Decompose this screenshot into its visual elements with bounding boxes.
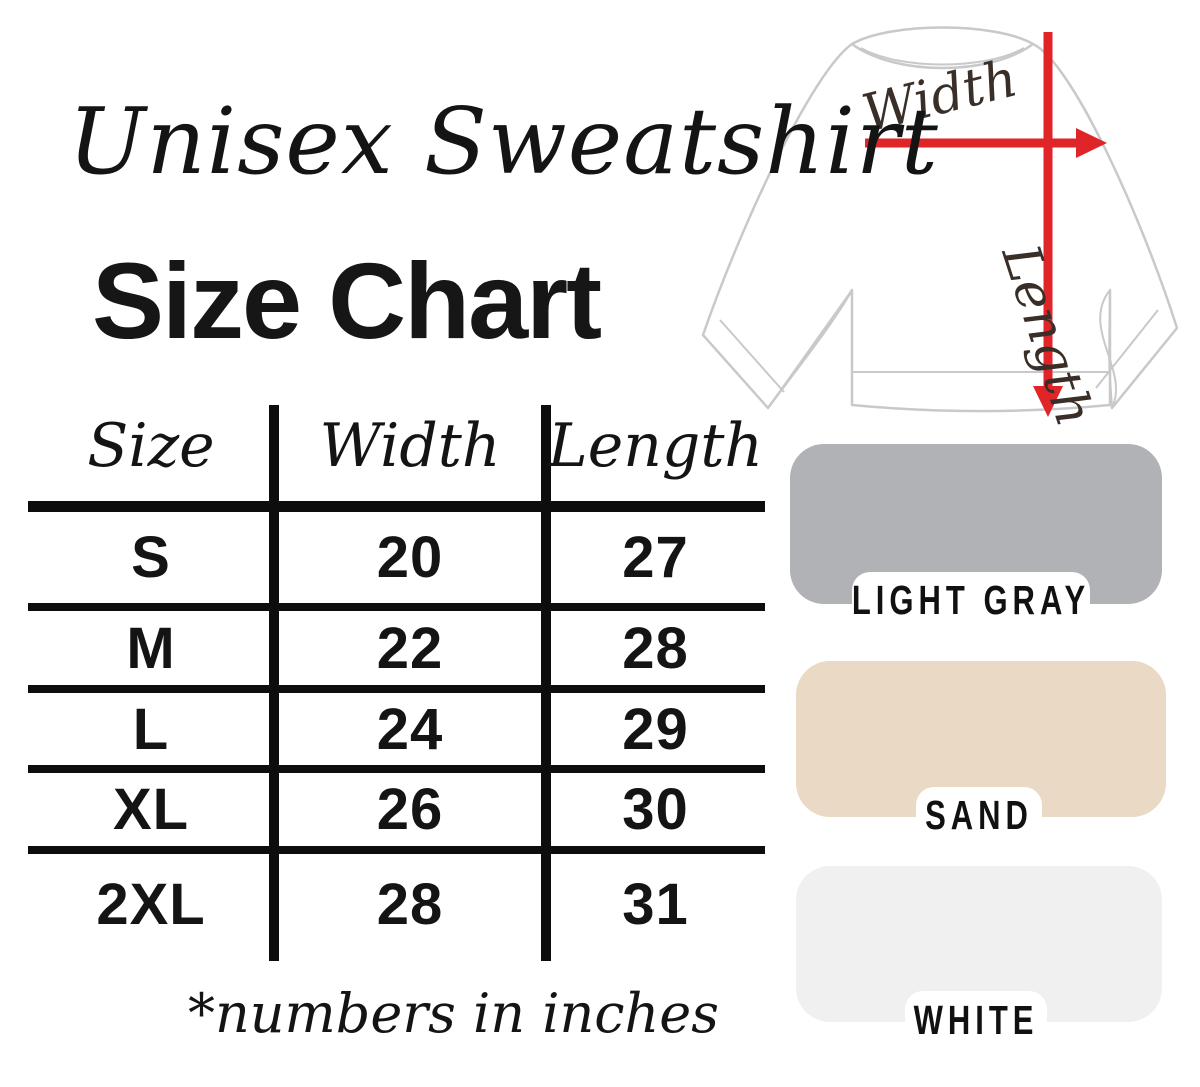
size-table: Size Width Length S 20 27 M 22 28 L 24 2… [28, 405, 765, 961]
swatch-label-chip: WHITE [905, 991, 1047, 1050]
sweatshirt-diagram: Width Length [701, 26, 1179, 430]
cell-size: XL [112, 777, 190, 842]
swatch-label-sand: SAND [925, 792, 1033, 839]
swatch-label-light-gray: LIGHT GRAY [851, 577, 1091, 624]
swatch-label-chip: LIGHT GRAY [852, 572, 1090, 630]
table-grid-hline [28, 501, 765, 512]
cuff-line-left [719, 319, 785, 393]
swatch-label-white: WHITE [913, 996, 1039, 1043]
table-grid-vline [541, 405, 551, 961]
table-header-row: Size Width Length [28, 391, 765, 501]
cell-size: 2XL [96, 871, 206, 937]
table-grid-hline [28, 603, 765, 611]
table-grid-hline [28, 846, 765, 854]
cell-size: M [126, 615, 176, 681]
width-arrowhead-icon [1076, 128, 1107, 158]
cell-width: 24 [376, 696, 444, 762]
cell-size: L [132, 696, 170, 762]
page-title: Size Chart [92, 240, 602, 361]
sweatshirt-seam-right [1099, 289, 1118, 409]
cell-length: 29 [622, 696, 689, 762]
length-arrowhead-icon [1033, 386, 1063, 417]
column-header-size: Size [87, 411, 215, 481]
cell-width: 28 [376, 871, 444, 937]
cell-length: 30 [622, 777, 689, 842]
collar-inner-rib [860, 47, 1025, 66]
collar-outer [851, 42, 1034, 70]
table-row: M 22 28 [28, 611, 765, 685]
cell-length: 31 [622, 871, 689, 937]
table-row: XL 26 30 [28, 773, 765, 846]
cuff-line-right [1095, 309, 1159, 389]
table-grid-vline [269, 405, 279, 961]
column-header-width: Width [319, 411, 501, 481]
cell-width: 20 [376, 525, 444, 590]
cell-width: 22 [376, 615, 444, 681]
table-grid-hline [28, 765, 765, 773]
table-row: L 24 29 [28, 693, 765, 765]
cell-size: S [131, 525, 171, 590]
cell-length: 28 [622, 615, 689, 681]
footnote: *numbers in inches [188, 982, 719, 1045]
column-header-length: Length [547, 411, 764, 481]
table-row: S 20 27 [28, 512, 765, 603]
cell-length: 27 [622, 525, 689, 590]
table-row: 2XL 28 31 [28, 854, 765, 954]
title-script: Unisex Sweatshirt [68, 88, 939, 195]
table-grid-hline [28, 685, 765, 693]
sweatshirt-outline [701, 26, 1179, 413]
cell-width: 26 [376, 777, 444, 842]
swatch-label-chip: SAND [916, 787, 1042, 845]
